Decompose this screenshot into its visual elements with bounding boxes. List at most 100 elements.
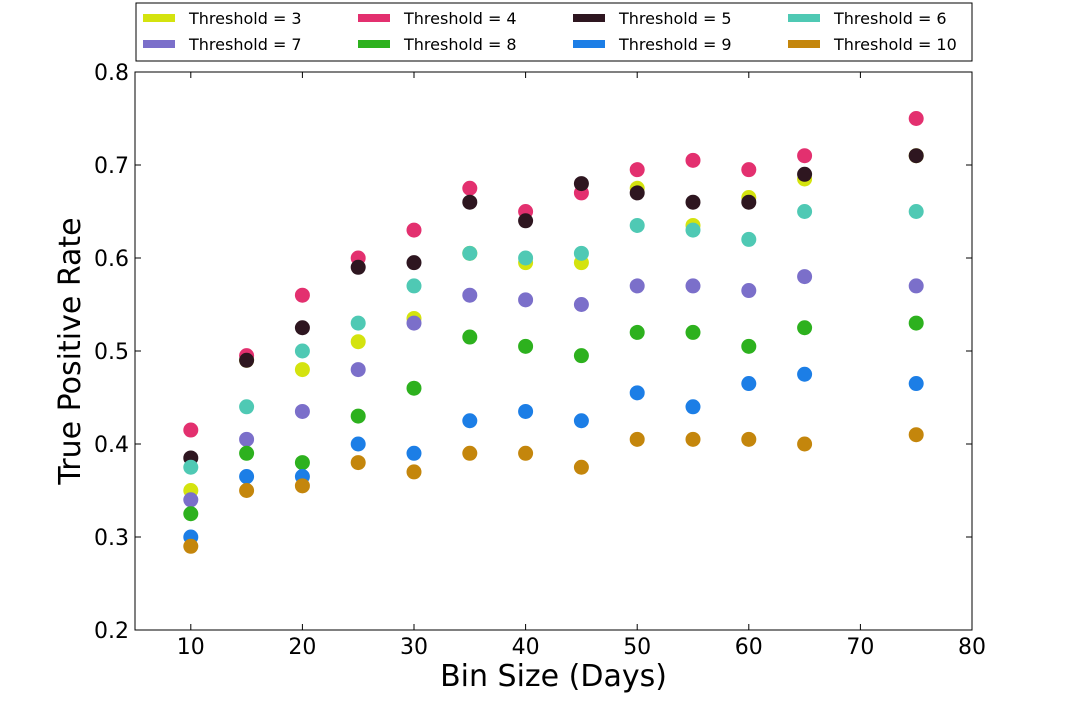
series-threshold-9 (183, 366, 924, 545)
data-point (294, 343, 310, 359)
x-tick-label: 60 (735, 635, 763, 660)
data-point (629, 185, 645, 201)
data-point (462, 445, 478, 461)
plot-frame (134, 71, 973, 631)
data-point (741, 376, 757, 392)
legend-label: Threshold = 10 (833, 35, 957, 54)
data-point (685, 399, 701, 415)
data-point (629, 278, 645, 294)
data-point (518, 250, 534, 266)
legend-swatch (358, 40, 390, 48)
data-point (462, 245, 478, 261)
data-point (462, 329, 478, 345)
legend-swatch (788, 40, 820, 48)
data-point (406, 445, 422, 461)
x-tick-label: 80 (958, 635, 986, 660)
legend-label: Threshold = 6 (833, 9, 947, 28)
data-point (797, 269, 813, 285)
data-point (741, 162, 757, 178)
legend-label: Threshold = 3 (188, 9, 302, 28)
data-point (741, 338, 757, 354)
data-point (573, 245, 589, 261)
y-axis-label: True Positive Rate (53, 217, 88, 485)
legend-swatch (143, 14, 175, 22)
data-point (797, 148, 813, 164)
data-point (350, 455, 366, 471)
data-point (518, 338, 534, 354)
data-point (629, 324, 645, 340)
data-points (183, 111, 924, 554)
data-point (685, 222, 701, 238)
data-point (797, 320, 813, 336)
x-axis-label: Bin Size (Days) (440, 659, 667, 694)
data-point (406, 464, 422, 480)
data-point (908, 427, 924, 443)
data-point (294, 320, 310, 336)
data-point (183, 538, 199, 554)
series-threshold-7 (183, 269, 924, 508)
data-point (629, 385, 645, 401)
legend-swatch (358, 14, 390, 22)
data-point (629, 162, 645, 178)
data-point (797, 436, 813, 452)
x-tick-label: 20 (288, 635, 316, 660)
data-point (908, 315, 924, 331)
data-point (294, 362, 310, 378)
x-tick-label: 40 (512, 635, 540, 660)
data-point (462, 180, 478, 196)
y-tick-label: 0.3 (94, 526, 129, 551)
legend-swatch (573, 14, 605, 22)
data-point (350, 334, 366, 350)
data-point (518, 445, 534, 461)
legend-label: Threshold = 9 (618, 35, 732, 54)
data-point (462, 413, 478, 429)
series-threshold-6 (183, 204, 924, 475)
data-point (797, 204, 813, 219)
data-point (462, 194, 478, 210)
legend-swatch (573, 40, 605, 48)
data-point (406, 255, 422, 271)
data-point (350, 362, 366, 378)
data-point (239, 445, 255, 461)
data-point (350, 315, 366, 331)
data-point (685, 324, 701, 340)
data-point (350, 408, 366, 424)
data-point (741, 194, 757, 210)
x-tick-label: 30 (400, 635, 428, 660)
data-point (183, 506, 199, 522)
y-tick-label: 0.2 (94, 619, 129, 644)
data-point (573, 348, 589, 364)
data-point (629, 217, 645, 233)
data-point (573, 297, 589, 312)
data-point (294, 455, 310, 471)
data-point (741, 231, 757, 247)
legend-label: Threshold = 5 (618, 9, 732, 28)
data-point (908, 111, 924, 126)
data-point (685, 152, 701, 168)
legend-label: Threshold = 4 (403, 9, 517, 28)
y-tick-label: 0.6 (94, 247, 129, 272)
data-point (294, 478, 310, 494)
legend: Threshold = 3 Threshold = 4 Threshold = 5 T… (135, 2, 973, 62)
series-threshold-10 (183, 427, 924, 554)
data-point (239, 352, 255, 368)
data-point (239, 431, 255, 447)
legend-label: Threshold = 7 (188, 35, 302, 54)
data-point (741, 283, 757, 299)
data-point (406, 278, 422, 294)
data-point (685, 194, 701, 210)
data-point (908, 148, 924, 164)
series-threshold-8 (183, 315, 924, 522)
data-point (239, 483, 255, 498)
data-point (685, 431, 701, 447)
series-threshold-5 (183, 148, 924, 466)
data-point (239, 399, 255, 415)
data-point (350, 259, 366, 275)
y-tick-label: 0.5 (94, 340, 129, 365)
data-point (406, 380, 422, 396)
series-threshold-4 (183, 111, 924, 438)
legend-label: Threshold = 8 (403, 35, 517, 54)
x-tick-label: 70 (846, 635, 874, 660)
data-point (685, 278, 701, 294)
legend-swatch (788, 14, 820, 22)
